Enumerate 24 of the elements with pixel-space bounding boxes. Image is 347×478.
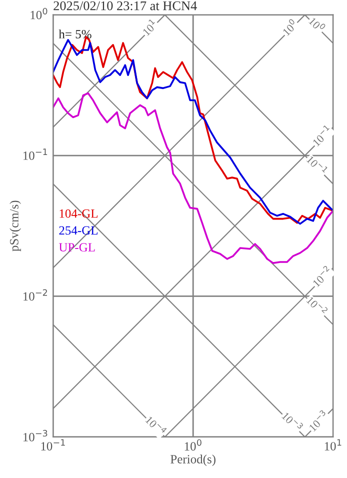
- text: 254-GL: [59, 226, 98, 235]
- chart-title: 2025/02/10 23:17 at HCN4: [54, 1, 197, 10]
- y-tick-label: 10$^{−3}$: [23, 430, 48, 442]
- annotation: 10$^{0}$: [280, 18, 298, 36]
- annotation: 10$^{−3}$: [306, 410, 329, 432]
- annotation: 10$^{−4}$: [145, 414, 168, 436]
- y-tick-label: 10$^{−1}$: [23, 148, 48, 160]
- y-axis-title: pSv(cm/s): [10, 200, 21, 252]
- text: UP-GL: [58, 243, 95, 252]
- x-tick-label: 10$^{−1}$: [41, 439, 65, 451]
- annotation: 10$^{−1}$: [306, 154, 328, 176]
- annotation: 10$^{−3}$: [282, 410, 304, 432]
- annotation: 10$^{−2}$: [310, 265, 333, 288]
- x-tick-label: 10$^{0}$: [184, 439, 202, 451]
- y-tick-label: 10$^{−2}$: [23, 289, 47, 301]
- annotation: 10$^{−1}$: [310, 124, 333, 147]
- annotation: 10$^{−2}$: [306, 294, 328, 316]
- x-axis-title: Period(s): [170, 454, 216, 466]
- annotation: 10$^{0}$: [308, 15, 326, 33]
- annotation: 10$^{1}$: [140, 18, 158, 36]
- annotation: h= 5%: [58, 30, 92, 38]
- text: 104-GL: [60, 209, 98, 218]
- x-tick-label: 10$^{1}$: [324, 439, 342, 451]
- y-tick-label: 10$^{0}$: [30, 8, 48, 20]
